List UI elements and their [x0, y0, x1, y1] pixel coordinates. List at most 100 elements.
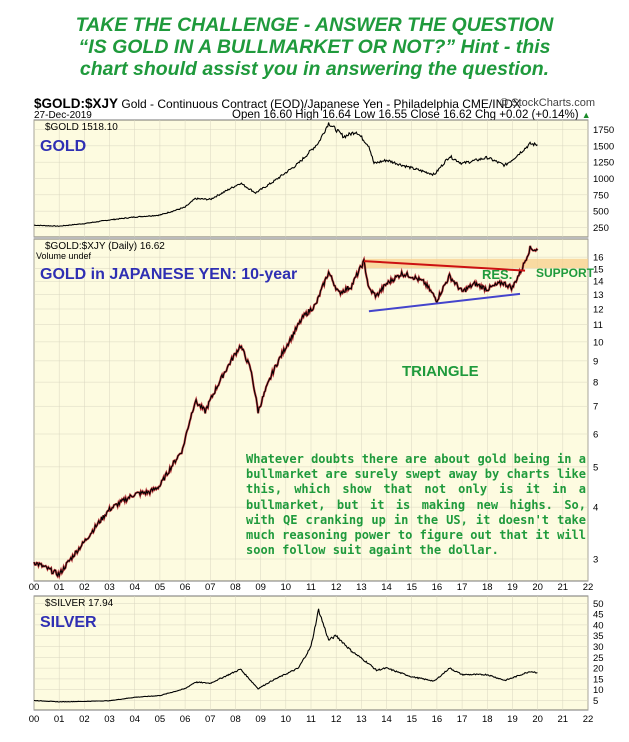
x-tick-label: 22: [583, 714, 594, 725]
xjy-series-line: [33, 245, 538, 578]
x-tick-label: 09: [255, 582, 266, 593]
x-tick-label: 05: [155, 582, 166, 593]
triangle-label: TRIANGLE: [402, 363, 479, 380]
x-tick-label: 18: [482, 714, 493, 725]
x-tick-label: 04: [129, 582, 140, 593]
y-tick-label: 8: [593, 378, 598, 389]
y-tick-label: 45: [593, 610, 604, 621]
y-tick-label: 11: [593, 320, 603, 331]
x-tick-label: 11: [306, 714, 316, 725]
y-tick-label: 50: [593, 599, 604, 610]
y-tick-label: 15: [593, 674, 604, 685]
trend-lines: [363, 260, 526, 313]
y-tick-label: 30: [593, 642, 604, 653]
series-lines: [32, 122, 539, 703]
x-tick-label: 03: [104, 714, 115, 725]
y-tick-label: 1750: [593, 125, 614, 136]
gold-series-line: [34, 122, 538, 227]
y-tick-label: 10: [593, 685, 604, 696]
chart-description: Gold - Continuous Contract (EOD)/Japanes…: [121, 97, 521, 111]
support-band: [363, 258, 588, 269]
y-tick-label: 5: [593, 696, 598, 707]
x-tick-label: 12: [331, 714, 342, 725]
x-tick-label: 15: [406, 582, 417, 593]
headline-line-2: “IS GOLD IN A BULLMARKET OR NOT?” Hint -…: [78, 36, 551, 58]
x-tick-label: 00: [29, 582, 40, 593]
x-tick-label: 01: [54, 582, 65, 593]
tick-labels: 2505007501000125015001750345678910111213…: [29, 125, 614, 725]
x-tick-label: 16: [432, 582, 443, 593]
y-tick-label: 12: [593, 305, 604, 316]
x-tick-label: 17: [457, 714, 468, 725]
x-tick-label: 20: [532, 714, 543, 725]
xjy-legend: $GOLD:$XJY (Daily) 16.62: [45, 241, 165, 252]
x-tick-label: 06: [180, 582, 191, 593]
y-tick-label: 750: [593, 190, 609, 201]
gold-legend: $GOLD 1518.10: [45, 122, 118, 133]
x-tick-label: 03: [104, 582, 115, 593]
x-tick-label: 07: [205, 582, 216, 593]
x-tick-label: 05: [155, 714, 166, 725]
chart-symbol: $GOLD:$XJY: [34, 96, 119, 111]
y-tick-label: 5: [593, 462, 598, 473]
x-tick-label: 02: [79, 714, 90, 725]
silver-title: SILVER: [40, 614, 97, 631]
y-tick-label: 14: [593, 277, 604, 288]
y-tick-label: 1500: [593, 141, 614, 152]
y-tick-label: 20: [593, 664, 604, 675]
support-zone: [363, 258, 588, 269]
x-tick-label: 08: [230, 582, 241, 593]
x-tick-label: 00: [29, 714, 40, 725]
x-tick-label: 08: [230, 714, 241, 725]
headline: TAKE THE CHALLENGE - ANSWER THE QUESTION…: [0, 14, 629, 80]
y-tick-label: 1000: [593, 174, 614, 185]
headline-line-3: chart should assist you in answering the…: [79, 58, 550, 80]
y-tick-label: 250: [593, 223, 609, 234]
y-tick-label: 1250: [593, 158, 614, 169]
x-tick-label: 01: [54, 714, 65, 725]
x-tick-label: 18: [482, 582, 493, 593]
x-tick-label: 13: [356, 714, 367, 725]
silver-series-line: [34, 608, 538, 703]
ohlc-up-icon: ▲: [581, 110, 591, 120]
x-tick-label: 20: [532, 582, 543, 593]
x-tick-label: 10: [281, 714, 292, 725]
x-tick-label: 21: [558, 714, 569, 725]
x-tick-label: 14: [381, 582, 392, 593]
ohlc-values: Open 16.60 High 16.64 Low 16.55 Close 16…: [232, 109, 579, 121]
x-tick-label: 10: [281, 582, 292, 593]
triangle-support-line: [368, 292, 521, 313]
res-label: RES.: [482, 267, 512, 282]
y-tick-label: 3: [593, 555, 598, 566]
y-tick-label: 10: [593, 337, 604, 348]
x-tick-label: 04: [129, 714, 140, 725]
y-tick-label: 13: [593, 290, 604, 301]
y-tick-label: 500: [593, 207, 609, 218]
y-tick-label: 16: [593, 253, 604, 264]
source-credit: © StockCharts.com: [500, 97, 595, 109]
x-tick-label: 22: [583, 582, 594, 593]
x-tick-label: 02: [79, 582, 90, 593]
x-tick-label: 09: [255, 714, 266, 725]
headline-line-1: TAKE THE CHALLENGE - ANSWER THE QUESTION: [75, 14, 554, 36]
y-tick-label: 25: [593, 653, 604, 664]
ohlc-readout: Open 16.60 High 16.64 Low 16.55 Close 16…: [232, 109, 591, 121]
x-tick-label: 11: [306, 582, 316, 593]
gold-title: GOLD: [40, 138, 86, 155]
x-tick-label: 19: [507, 714, 518, 725]
x-tick-label: 13: [356, 582, 367, 593]
xjy-volume: Volume undef: [36, 251, 92, 261]
x-tick-label: 14: [381, 714, 392, 725]
y-tick-label: 4: [593, 503, 598, 514]
x-tick-label: 17: [457, 582, 468, 593]
silver-legend: $SILVER 17.94: [45, 598, 114, 609]
y-tick-label: 40: [593, 620, 604, 631]
x-tick-label: 16: [432, 714, 443, 725]
y-tick-label: 9: [593, 356, 598, 367]
x-tick-label: 12: [331, 582, 342, 593]
x-tick-label: 07: [205, 714, 216, 725]
x-tick-label: 06: [180, 714, 191, 725]
commentary-text: Whatever doubts there are about gold bei…: [246, 452, 586, 558]
y-tick-label: 15: [593, 264, 604, 275]
